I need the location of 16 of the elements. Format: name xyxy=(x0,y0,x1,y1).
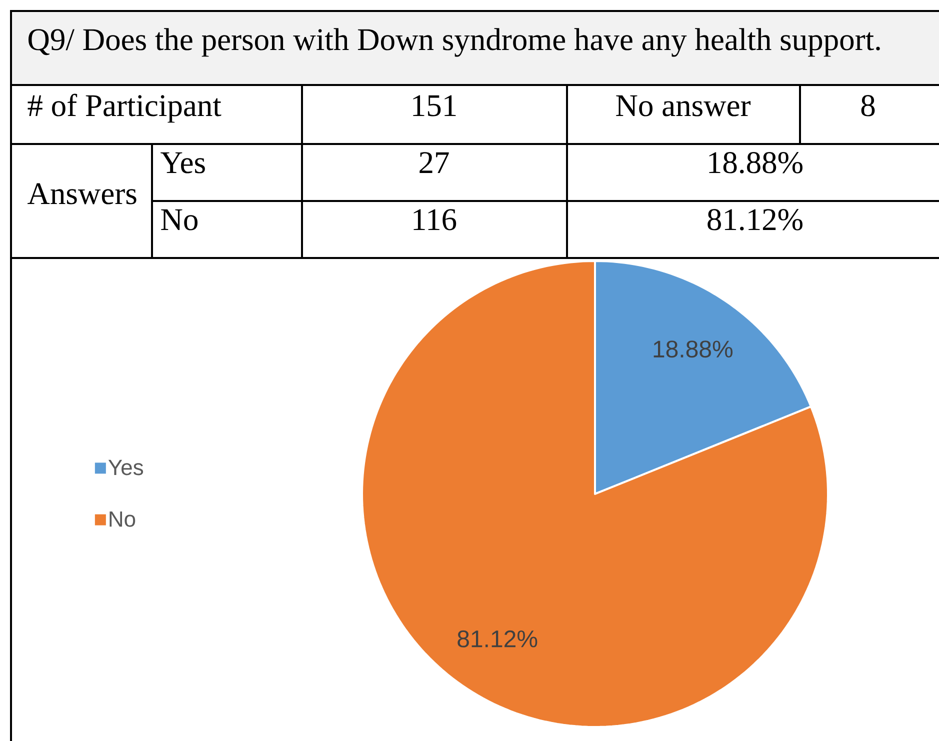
text: Yes xyxy=(160,152,205,174)
legend-label: No xyxy=(110,511,136,527)
text: 116 xyxy=(414,209,456,230)
text: 18.88% xyxy=(709,152,802,174)
text: 27 xyxy=(420,152,449,173)
chart-title: Q9/ Does the person with Down syndrome have any health support. xyxy=(28,28,880,57)
data-label: 18.88% xyxy=(654,340,733,358)
legend-label: Yes xyxy=(108,460,144,476)
text: 151 xyxy=(413,95,456,116)
data-label: 81.12% xyxy=(458,630,538,648)
text: # of Participant xyxy=(28,94,222,123)
text: No answer xyxy=(616,95,751,116)
text: No xyxy=(161,209,198,230)
text: Answers xyxy=(28,183,136,204)
text: 81.12% xyxy=(708,209,802,230)
text: 8 xyxy=(861,95,875,116)
